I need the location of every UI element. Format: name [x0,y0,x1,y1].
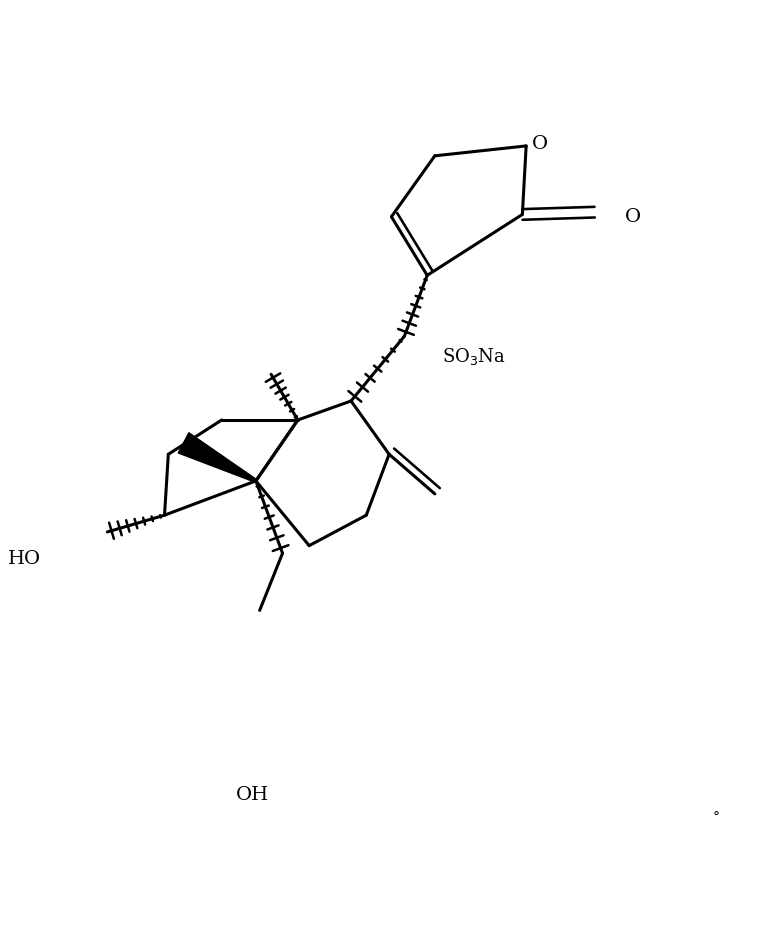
Text: OH: OH [235,786,269,805]
Text: O: O [625,208,641,225]
Text: HO: HO [8,550,41,568]
Polygon shape [178,433,257,483]
Text: SO$_3$Na: SO$_3$Na [443,346,506,367]
Text: O: O [532,134,548,153]
Text: °: ° [713,811,720,825]
